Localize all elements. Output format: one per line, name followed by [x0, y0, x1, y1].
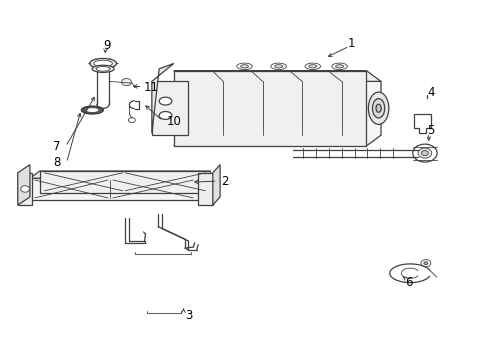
Polygon shape — [173, 71, 366, 146]
Polygon shape — [413, 114, 430, 134]
Circle shape — [20, 186, 29, 192]
Polygon shape — [30, 171, 210, 178]
Ellipse shape — [331, 63, 346, 69]
Circle shape — [423, 262, 427, 265]
Ellipse shape — [270, 63, 286, 69]
Polygon shape — [212, 165, 220, 205]
Polygon shape — [152, 63, 173, 134]
Text: 7: 7 — [53, 140, 61, 153]
Text: 8: 8 — [53, 156, 61, 169]
Ellipse shape — [240, 65, 248, 68]
Circle shape — [420, 260, 430, 267]
Ellipse shape — [308, 65, 316, 68]
Ellipse shape — [412, 144, 436, 162]
Text: 10: 10 — [166, 115, 181, 128]
Ellipse shape — [159, 112, 171, 120]
Polygon shape — [30, 178, 200, 200]
Text: 5: 5 — [426, 124, 433, 137]
Ellipse shape — [367, 92, 388, 125]
Text: 6: 6 — [405, 276, 412, 289]
Ellipse shape — [417, 148, 431, 158]
Polygon shape — [152, 81, 188, 135]
Ellipse shape — [335, 65, 343, 68]
Ellipse shape — [96, 67, 110, 71]
Text: 1: 1 — [347, 37, 355, 50]
Ellipse shape — [274, 65, 282, 68]
Ellipse shape — [305, 63, 320, 69]
Ellipse shape — [81, 106, 103, 114]
Text: 2: 2 — [221, 175, 228, 188]
Ellipse shape — [372, 99, 384, 118]
Ellipse shape — [86, 108, 98, 112]
Circle shape — [122, 78, 131, 86]
Polygon shape — [40, 171, 210, 193]
Ellipse shape — [375, 104, 380, 112]
Circle shape — [128, 118, 135, 123]
Text: 9: 9 — [103, 39, 110, 52]
Text: 3: 3 — [184, 309, 192, 322]
Polygon shape — [173, 71, 380, 81]
Polygon shape — [18, 165, 30, 205]
Ellipse shape — [94, 60, 112, 67]
Polygon shape — [173, 81, 380, 146]
Polygon shape — [198, 173, 212, 205]
Circle shape — [421, 150, 427, 156]
Ellipse shape — [159, 97, 171, 105]
Polygon shape — [18, 173, 32, 205]
Ellipse shape — [89, 58, 116, 68]
Ellipse shape — [92, 65, 114, 72]
Text: 11: 11 — [143, 81, 158, 94]
Text: 4: 4 — [426, 86, 434, 99]
Ellipse shape — [236, 63, 252, 69]
